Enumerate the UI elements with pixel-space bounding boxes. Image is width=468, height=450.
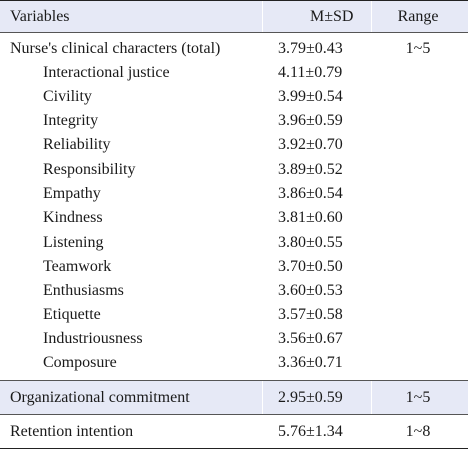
header-msd: M±SD [310, 7, 354, 25]
row-msd: 3.57±0.58 [278, 306, 343, 323]
row-label: Enthusiasms [43, 282, 124, 299]
table-row: Enthusiasms 3.60±0.53 [0, 279, 468, 303]
row-label: Nurse's clinical characters (total) [10, 40, 221, 57]
table-row: Kindness 3.81±0.60 [0, 206, 468, 230]
row-label: Interactional justice [43, 64, 170, 81]
table-row: Empathy 3.86±0.54 [0, 182, 468, 206]
row-label: Retention intention [10, 422, 134, 440]
row-msd: 3.36±0.71 [278, 354, 343, 371]
row-range: 1~8 [405, 422, 431, 440]
row-label: Integrity [43, 112, 99, 129]
row-msd: 3.81±0.60 [278, 209, 343, 226]
bottom-rule [0, 448, 468, 449]
table-row: Etiquette 3.57±0.58 [0, 303, 468, 327]
row-msd: 3.80±0.55 [278, 234, 343, 251]
row-label: Listening [43, 234, 104, 251]
table-row: Industriousness 3.56±0.67 [0, 327, 468, 351]
row-label: Etiquette [43, 306, 101, 323]
row-msd: 3.86±0.54 [278, 185, 343, 202]
table-row-org: Organizational commitment 2.95±0.59 1~5 [0, 381, 468, 414]
section-rule [0, 414, 468, 415]
table-row: Reliability 3.92±0.70 [0, 133, 468, 157]
row-msd: 3.79±0.43 [278, 40, 343, 57]
row-label: Civility [43, 88, 92, 105]
table-row: Responsibility 3.89±0.52 [0, 158, 468, 182]
row-msd: 4.11±0.79 [278, 64, 343, 81]
row-label: Composure [43, 354, 117, 371]
top-rule [0, 0, 468, 1]
row-msd: 5.76±1.34 [278, 422, 343, 440]
row-msd: 3.96±0.59 [278, 112, 343, 129]
header-divider-2 [371, 1, 372, 32]
row-label: Teamwork [43, 258, 112, 275]
row-label: Reliability [43, 136, 111, 153]
table-row: Teamwork 3.70±0.50 [0, 255, 468, 279]
header-range: Range [397, 7, 439, 25]
row-range: 1~5 [405, 388, 431, 406]
table-row-retention: Retention intention 5.76±1.34 1~8 [0, 415, 468, 448]
row-label: Industriousness [43, 330, 143, 347]
table-header-row: Variables M±SD Range [0, 1, 468, 32]
header-variables: Variables [10, 7, 70, 25]
row-msd: 3.56±0.67 [278, 330, 343, 347]
section-rule [0, 380, 468, 381]
table-row: Listening 3.80±0.55 [0, 231, 468, 255]
row-label: Responsibility [43, 161, 136, 178]
header-divider-1 [262, 1, 263, 32]
row-msd: 3.70±0.50 [278, 258, 343, 275]
row-label: Kindness [43, 209, 103, 226]
row-range: 1~5 [405, 40, 431, 57]
row-label: Organizational commitment [10, 388, 190, 406]
row-msd: 3.92±0.70 [278, 136, 343, 153]
row-msd: 3.89±0.52 [278, 161, 343, 178]
table-row: Interactional justice 4.11±0.79 [0, 61, 468, 85]
row-label: Empathy [43, 185, 101, 202]
table-row-total: Nurse's clinical characters (total) 3.79… [0, 37, 468, 61]
row-msd: 3.99±0.54 [278, 88, 343, 105]
row-msd: 3.60±0.53 [278, 282, 343, 299]
table-row: Composure 3.36±0.71 [0, 351, 468, 375]
table-row: Integrity 3.96±0.59 [0, 109, 468, 133]
table-row: Civility 3.99±0.54 [0, 85, 468, 109]
row-msd: 2.95±0.59 [278, 388, 343, 406]
header-rule [0, 32, 468, 33]
